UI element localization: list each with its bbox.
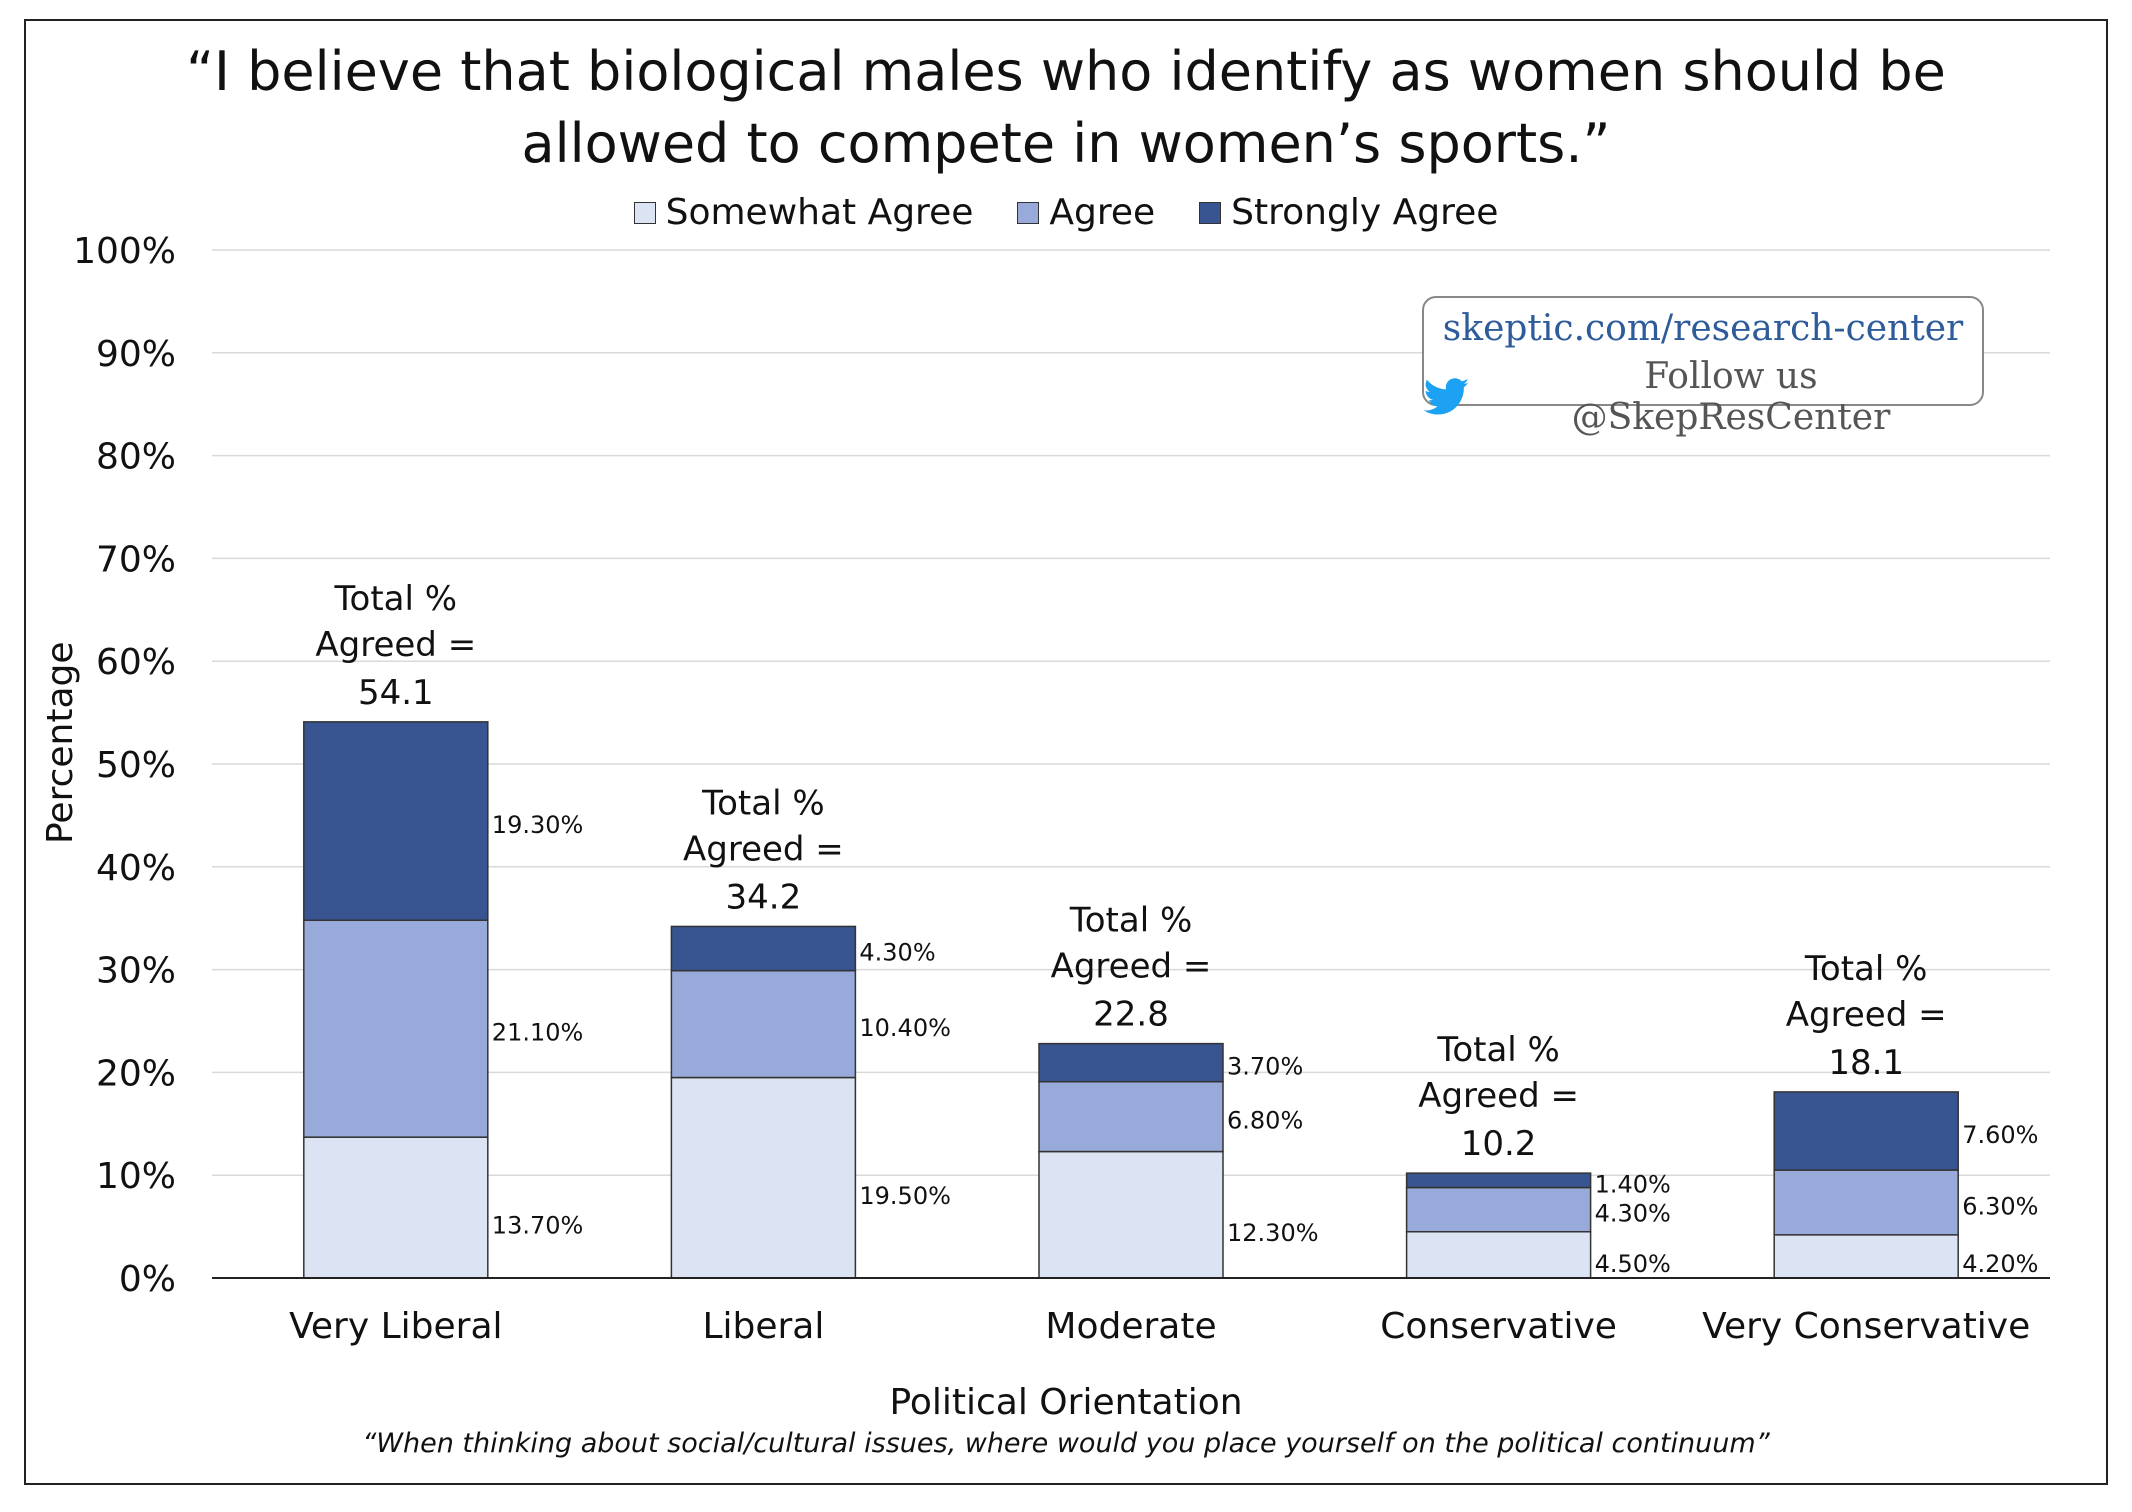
x-tick-label-conservative: Conservative — [1380, 1306, 1617, 1347]
data-label-very-conservative-agree: 6.30% — [1962, 1192, 2038, 1220]
bar-conservative-strongly-agree — [1405, 1172, 1592, 1189]
legend-swatch-strongly-agree — [1199, 201, 1222, 224]
legend-item-strongly-agree: Strongly Agree — [1199, 192, 1498, 233]
x-axis-note: “When thinking about social/cultural iss… — [362, 1428, 1770, 1459]
badge-url-link[interactable]: skeptic.com/research-center — [1442, 308, 1964, 349]
legend-item-agree: Agree — [1017, 192, 1155, 233]
y-tick-label-30: 30% — [96, 951, 176, 992]
x-axis-title: Political Orientation — [889, 1382, 1243, 1423]
total-label-line2-conservative: Agreed = — [1418, 1076, 1579, 1116]
legend-swatch-somewhat-agree — [633, 201, 656, 224]
total-value-moderate: 22.8 — [1093, 995, 1169, 1035]
bar-conservative-somewhat-agree — [1405, 1230, 1592, 1279]
bar-very-conservative-agree — [1773, 1169, 1959, 1236]
bar-moderate-strongly-agree — [1038, 1042, 1224, 1083]
total-value-conservative: 10.2 — [1461, 1124, 1537, 1164]
legend-item-somewhat-agree: Somewhat Agree — [633, 192, 974, 233]
data-label-conservative-strongly-agree: 1.40% — [1595, 1170, 1671, 1198]
total-label-line1-conservative: Total % — [1436, 1030, 1560, 1070]
chart-title-line-1: “I believe that biological males who ide… — [186, 40, 1946, 103]
badge-follow[interactable]: Follow us @SkepResCenter — [1424, 356, 1982, 438]
y-tick-label-40: 40% — [96, 848, 176, 889]
y-tick-label-10: 10% — [96, 1156, 176, 1197]
bar-very-liberal-agree — [303, 919, 489, 1138]
bar-very-liberal-strongly-agree — [303, 721, 489, 922]
data-label-liberal-strongly-agree: 4.30% — [859, 939, 935, 967]
data-label-liberal-somewhat-agree: 19.50% — [859, 1182, 951, 1210]
data-label-very-liberal-agree: 21.10% — [492, 1019, 584, 1047]
y-tick-label-0: 0% — [119, 1259, 176, 1300]
legend-label-agree: Agree — [1049, 192, 1156, 233]
total-label-line1-very-conservative: Total % — [1804, 949, 1928, 989]
bar-moderate-somewhat-agree — [1038, 1150, 1224, 1279]
y-axis-title: Percentage — [40, 641, 81, 844]
data-label-moderate-agree: 6.80% — [1227, 1107, 1303, 1135]
total-label-line2-moderate: Agreed = — [1051, 947, 1212, 987]
y-tick-label-60: 60% — [96, 642, 176, 683]
data-label-liberal-agree: 10.40% — [859, 1014, 951, 1042]
bar-very-liberal-somewhat-agree — [303, 1136, 489, 1279]
total-label-line1-very-liberal: Total % — [334, 579, 458, 619]
y-tick-label-50: 50% — [96, 745, 176, 786]
chart-title: “I believe that biological males who ide… — [100, 36, 2032, 180]
legend-swatch-agree — [1017, 201, 1040, 224]
bar-liberal-agree — [670, 969, 857, 1079]
source-badge: skeptic.com/research-center Follow us @S… — [1422, 296, 1984, 438]
twitter-bird-icon — [1424, 378, 1469, 415]
total-value-liberal: 34.2 — [726, 877, 802, 917]
chart-title-line-2: allowed to compete in women’s sports.” — [521, 112, 1611, 175]
data-label-moderate-somewhat-agree: 12.30% — [1227, 1219, 1319, 1247]
data-label-moderate-strongly-agree: 3.70% — [1227, 1053, 1303, 1081]
badge-follow-text: Follow us @SkepResCenter — [1571, 356, 1891, 438]
data-label-conservative-somewhat-agree: 4.50% — [1595, 1250, 1671, 1278]
y-tick-label-80: 80% — [96, 437, 176, 478]
x-tick-label-very-conservative: Very Conservative — [1702, 1306, 2030, 1347]
y-tick-label-20: 20% — [96, 1053, 176, 1094]
x-tick-label-liberal: Liberal — [702, 1306, 824, 1347]
total-label-line1-moderate: Total % — [1069, 901, 1193, 941]
x-tick-label-moderate: Moderate — [1045, 1306, 1216, 1347]
y-tick-label-70: 70% — [96, 539, 176, 580]
bar-conservative-agree — [1405, 1186, 1592, 1233]
legend: Somewhat Agree Agree Strongly Agree — [0, 192, 2132, 233]
y-tick-label-90: 90% — [96, 334, 176, 375]
data-label-very-liberal-strongly-agree: 19.30% — [492, 811, 584, 839]
data-label-very-conservative-strongly-agree: 7.60% — [1962, 1121, 2038, 1149]
data-label-conservative-agree: 4.30% — [1595, 1200, 1671, 1228]
bar-very-conservative-somewhat-agree — [1773, 1234, 1959, 1279]
total-label-line2-very-liberal: Agreed = — [315, 625, 476, 665]
bar-very-conservative-strongly-agree — [1773, 1091, 1959, 1171]
x-tick-label-very-liberal: Very Liberal — [289, 1306, 502, 1347]
data-label-very-liberal-somewhat-agree: 13.70% — [492, 1212, 584, 1240]
total-value-very-liberal: 54.1 — [358, 673, 434, 713]
y-tick-label-100: 100% — [73, 231, 176, 272]
legend-label-somewhat-agree: Somewhat Agree — [665, 192, 974, 233]
data-label-very-conservative-somewhat-agree: 4.20% — [1962, 1250, 2038, 1278]
legend-label-strongly-agree: Strongly Agree — [1231, 192, 1499, 233]
total-label-line2-very-conservative: Agreed = — [1786, 995, 1947, 1035]
bar-liberal-strongly-agree — [670, 925, 857, 972]
total-value-very-conservative: 18.1 — [1828, 1043, 1904, 1083]
bar-liberal-somewhat-agree — [670, 1076, 857, 1279]
total-label-line1-liberal: Total % — [701, 783, 825, 823]
total-label-line2-liberal: Agreed = — [683, 829, 844, 869]
bar-moderate-agree — [1038, 1080, 1224, 1153]
